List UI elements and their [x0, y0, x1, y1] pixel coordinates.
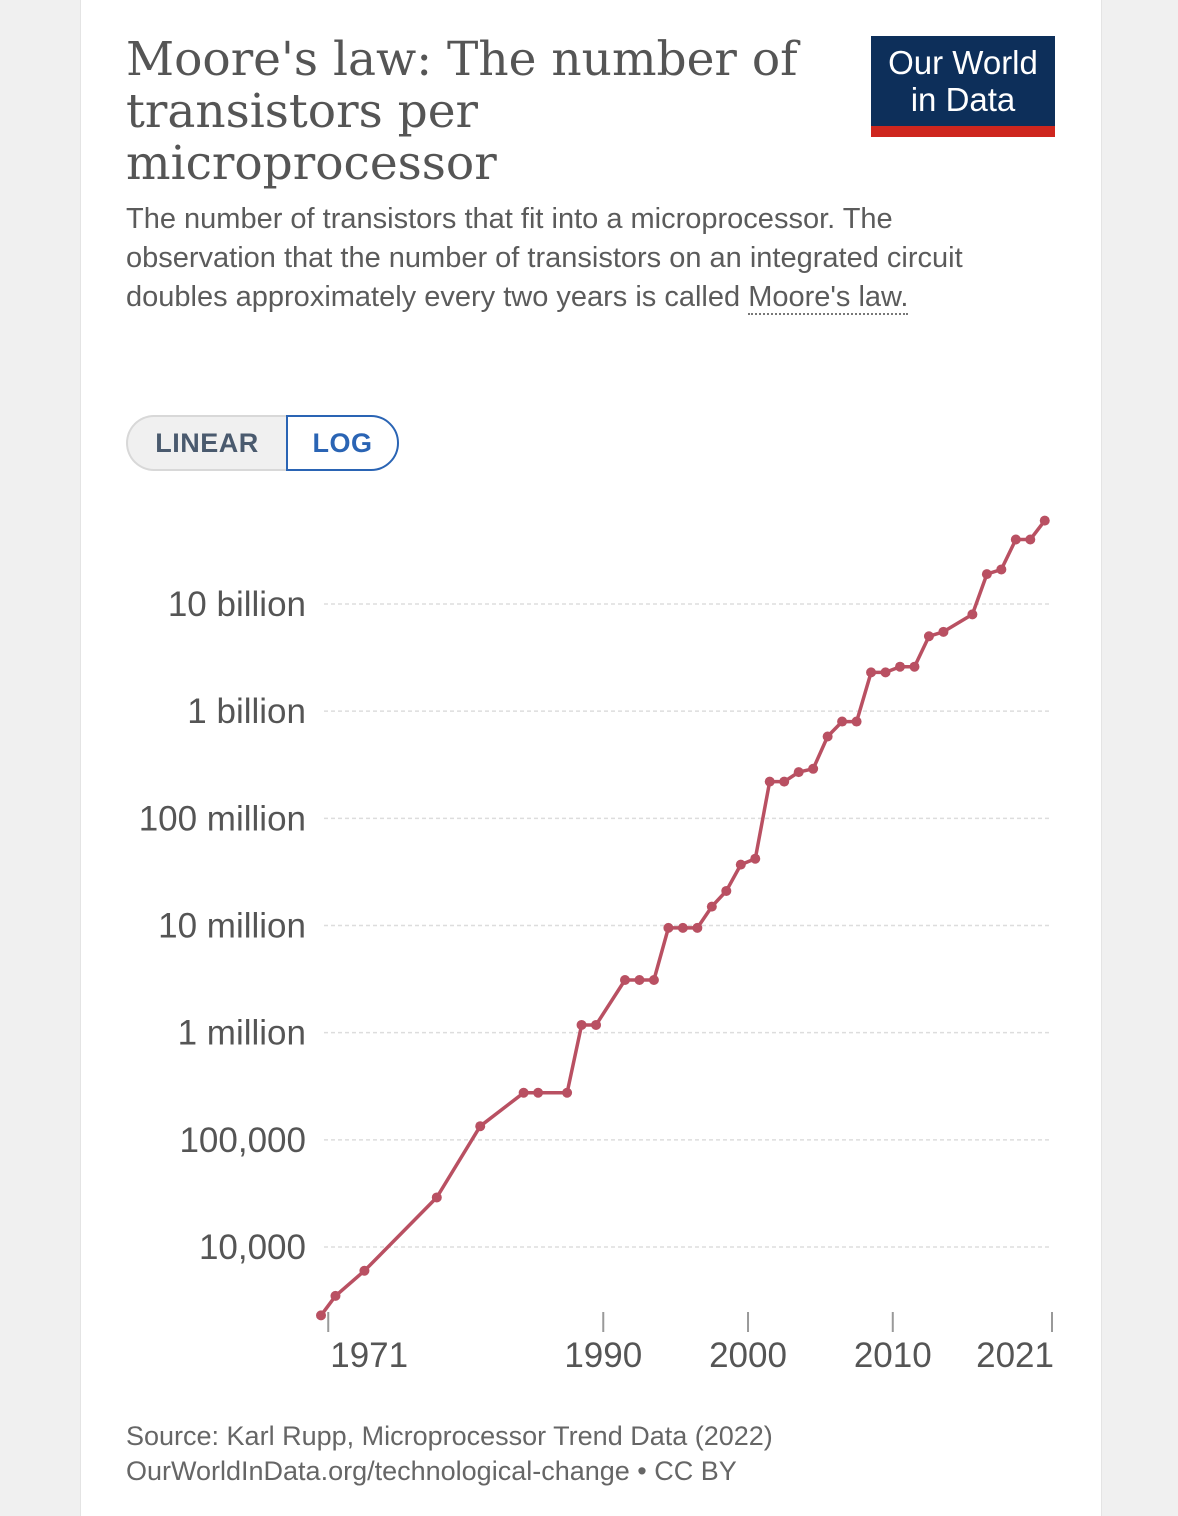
data-point[interactable]	[967, 609, 978, 620]
data-point[interactable]	[981, 569, 992, 580]
data-point[interactable]	[996, 564, 1007, 575]
data-point[interactable]	[316, 1310, 326, 1321]
license-text: OurWorldInData.org/technological-change …	[126, 1456, 737, 1486]
data-point[interactable]	[663, 922, 674, 933]
x-axis-ticks: 1971 1990 2000 2010 2021	[327, 1312, 1054, 1375]
data-point[interactable]	[1010, 534, 1021, 545]
data-point[interactable]	[576, 1019, 587, 1030]
moores-law-link[interactable]: Moore's law.	[748, 281, 909, 315]
owid-logo[interactable]: Our World in Data	[871, 36, 1055, 137]
data-point[interactable]	[721, 885, 732, 896]
data-point[interactable]	[648, 975, 659, 986]
data-point[interactable]	[923, 631, 934, 642]
data-point[interactable]	[692, 922, 703, 933]
y-tick-label: 100 million	[139, 799, 306, 838]
data-point[interactable]	[808, 763, 819, 774]
data-point[interactable]	[475, 1121, 486, 1132]
data-point[interactable]	[1039, 515, 1050, 526]
chart-title: Moore's law: The number of transistors p…	[126, 32, 798, 191]
data-point[interactable]	[793, 767, 804, 778]
source-text: Source: Karl Rupp, Microprocessor Trend …	[126, 1421, 773, 1451]
x-tick-label: 2021	[976, 1336, 1054, 1375]
logo-line-2: in Data	[910, 81, 1016, 118]
scale-toggle: LINEAR LOG	[126, 415, 399, 471]
subtitle-text: The number of transistors that fit into …	[126, 203, 963, 313]
data-point[interactable]	[677, 922, 688, 933]
x-tick-label: 2000	[709, 1336, 787, 1375]
y-tick-label: 10 billion	[168, 585, 306, 624]
data-point[interactable]	[764, 776, 775, 787]
data-point[interactable]	[359, 1265, 370, 1276]
data-point[interactable]	[866, 667, 877, 678]
data-point[interactable]	[851, 716, 862, 727]
data-point[interactable]	[822, 731, 833, 742]
data-point[interactable]	[619, 975, 630, 986]
y-tick-label: 1 million	[178, 1014, 306, 1053]
data-point[interactable]	[533, 1087, 544, 1098]
x-tick-label: 1990	[564, 1336, 642, 1375]
log-scale-button[interactable]: LOG	[286, 415, 399, 471]
data-point[interactable]	[880, 667, 891, 678]
series-line	[319, 519, 1047, 1317]
x-tick-label: 2010	[854, 1336, 932, 1375]
data-point[interactable]	[938, 626, 949, 637]
data-point[interactable]	[330, 1290, 341, 1301]
chart-card: Moore's law: The number of transistors p…	[80, 0, 1102, 1516]
data-point[interactable]	[750, 853, 761, 864]
y-axis-ticks: 10,000 100,000 1 million 10 million 100 mill…	[139, 585, 306, 1267]
data-point[interactable]	[837, 716, 848, 727]
logo-line-1: Our World	[888, 44, 1038, 81]
data-point[interactable]	[634, 975, 645, 986]
y-tick-label: 100,000	[179, 1121, 306, 1160]
x-tick-label: 1971	[330, 1336, 408, 1375]
chart-subtitle: The number of transistors that fit into …	[126, 200, 1026, 317]
data-point[interactable]	[431, 1192, 442, 1203]
data-point[interactable]	[562, 1087, 573, 1098]
y-tick-label: 10 million	[158, 907, 306, 946]
source-note: Source: Karl Rupp, Microprocessor Trend …	[126, 1419, 1026, 1489]
data-point[interactable]	[591, 1019, 602, 1030]
grid-lines	[324, 603, 1052, 1248]
data-point[interactable]	[706, 901, 717, 912]
y-tick-label: 1 billion	[187, 692, 306, 731]
data-point[interactable]	[1025, 534, 1036, 545]
line-chart: 10,000 100,000 1 million 10 million 100 mill…	[139, 515, 1054, 1375]
data-point[interactable]	[909, 661, 920, 672]
data-point[interactable]	[518, 1087, 529, 1098]
data-point[interactable]	[779, 776, 790, 787]
linear-scale-button[interactable]: LINEAR	[126, 415, 286, 471]
series-layer	[316, 515, 1050, 1321]
y-tick-label: 10,000	[199, 1228, 306, 1267]
data-point[interactable]	[735, 859, 746, 870]
data-point[interactable]	[895, 661, 906, 672]
